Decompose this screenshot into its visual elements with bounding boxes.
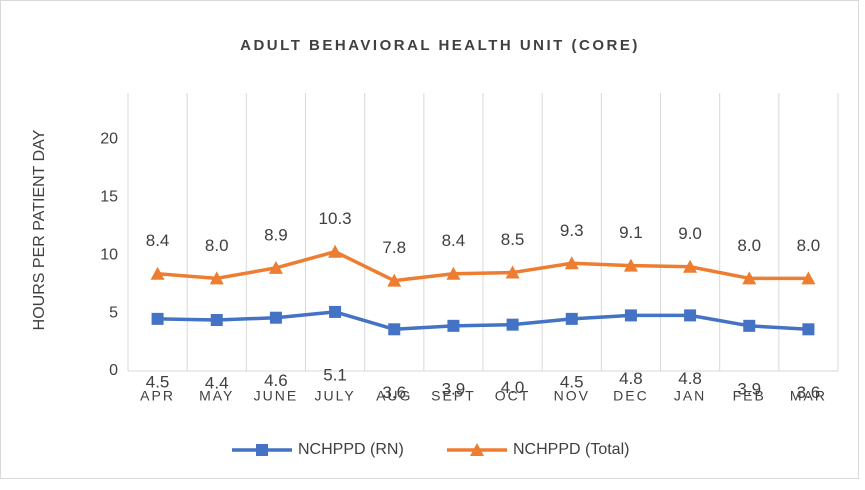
y-tick-label: 15 (100, 188, 118, 205)
data-label: 3.9 (737, 379, 761, 398)
marker (624, 309, 637, 322)
marker (328, 244, 343, 258)
y-tick-label: 0 (109, 362, 118, 379)
data-label: 4.0 (501, 378, 525, 397)
data-label: 4.5 (560, 372, 584, 391)
marker (209, 271, 224, 285)
marker (565, 312, 578, 325)
data-label: 4.4 (205, 374, 229, 393)
y-axis-label: HOURS PER PATIENT DAY (31, 129, 48, 330)
x-tick-label: OCT (495, 388, 531, 404)
legend-label: NCHPPD (Total) (513, 441, 629, 458)
marker (801, 271, 816, 285)
y-tick-label: 10 (100, 246, 118, 263)
x-tick-label: JAN (674, 388, 706, 404)
x-tick-label: FEB (733, 388, 766, 404)
data-label: 8.0 (797, 236, 821, 255)
data-label: 3.6 (382, 383, 406, 402)
marker (684, 309, 697, 322)
data-label: 9.1 (619, 223, 643, 242)
data-label: 8.9 (264, 225, 288, 244)
data-label: 4.8 (678, 369, 702, 388)
marker (742, 271, 757, 285)
data-label: 9.3 (560, 221, 584, 240)
x-tick-label: JUNE (254, 388, 299, 404)
marker (623, 258, 638, 272)
data-label: 4.8 (619, 369, 643, 388)
marker (802, 323, 815, 336)
data-label: 9.0 (678, 224, 702, 243)
x-tick-label: APR (140, 388, 175, 404)
y-tick-label: 5 (109, 304, 118, 321)
marker (683, 259, 698, 273)
data-label: 8.4 (442, 231, 466, 250)
data-label: 8.4 (146, 231, 170, 250)
legend-label: NCHPPD (RN) (298, 441, 404, 458)
marker (446, 266, 461, 280)
x-tick-label: SEPT (431, 388, 476, 404)
data-label: 3.6 (797, 383, 821, 402)
x-tick-label: MAR (790, 388, 827, 404)
marker (743, 319, 756, 332)
marker (387, 273, 402, 287)
marker (506, 318, 519, 331)
data-label: 10.3 (319, 209, 352, 228)
data-label: 4.6 (264, 371, 288, 390)
data-label: 3.9 (442, 379, 466, 398)
marker (268, 260, 283, 274)
data-label: 7.8 (382, 238, 406, 257)
x-tick-label: AUG (376, 388, 412, 404)
marker (505, 265, 520, 279)
marker (256, 444, 268, 456)
marker (150, 266, 165, 280)
series-line (157, 310, 809, 332)
marker (388, 323, 401, 336)
data-label: 8.0 (205, 236, 229, 255)
marker (470, 443, 484, 456)
marker (329, 305, 342, 318)
x-tick-label: DEC (613, 388, 649, 404)
data-label: 8.0 (737, 236, 761, 255)
x-tick-label: MAY (199, 388, 234, 404)
marker (564, 256, 579, 270)
marker (151, 312, 164, 325)
marker (269, 311, 282, 324)
chart-border (0, 0, 859, 479)
marker (210, 314, 223, 327)
x-tick-label: JULY (314, 388, 355, 404)
series-line (157, 249, 809, 283)
data-label: 5.1 (323, 365, 347, 384)
data-label: 4.5 (146, 372, 170, 391)
chart-title: ADULT BEHAVIORAL HEALTH UNIT (CORE) (240, 37, 640, 54)
x-tick-label: NOV (554, 388, 590, 404)
marker (447, 319, 460, 332)
data-label: 8.5 (501, 230, 525, 249)
y-tick-label: 20 (100, 131, 118, 148)
